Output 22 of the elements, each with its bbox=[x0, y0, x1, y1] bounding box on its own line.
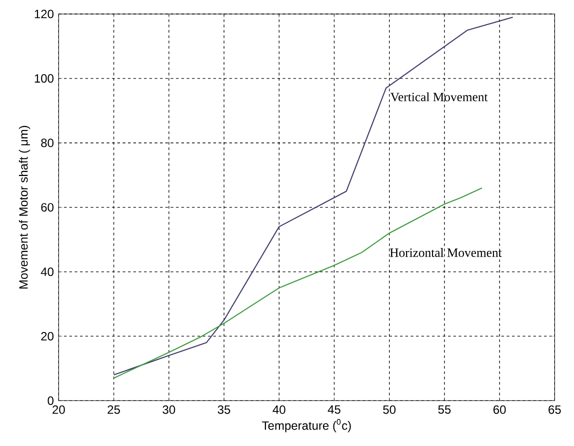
y-tick-label: 40 bbox=[40, 268, 54, 276]
y-tick-label: 60 bbox=[41, 203, 54, 212]
y-tick-label: 20 bbox=[41, 332, 54, 340]
series-label: Vertical Movement bbox=[390, 92, 488, 102]
x-tick-label: 40 bbox=[272, 405, 286, 414]
y-tick-label: 0 bbox=[48, 396, 54, 405]
x-tick-label: 55 bbox=[438, 405, 451, 414]
x-tick-label: 45 bbox=[328, 405, 340, 414]
x-tick-label: 25 bbox=[108, 405, 120, 414]
x-tick-label: 65 bbox=[548, 405, 561, 414]
y-tick-label: 120 bbox=[34, 10, 54, 18]
x-tick-label: 30 bbox=[162, 405, 176, 414]
x-tick-label: 35 bbox=[218, 405, 230, 414]
x-axis-title: Temperature ($^{0}$c) bbox=[262, 419, 351, 432]
x-tick-label: 60 bbox=[493, 405, 506, 414]
x-tick-label: 20 bbox=[52, 405, 65, 414]
y-tick-label: 80 bbox=[41, 138, 54, 148]
y-axis-title: Movement of Motor shaft ( μm) bbox=[18, 126, 30, 288]
series-label: Horizontal Movement bbox=[390, 248, 502, 257]
x-tick-label: 50 bbox=[383, 405, 396, 414]
line-series bbox=[113, 16, 514, 376]
y-tick-label: 100 bbox=[34, 74, 54, 83]
